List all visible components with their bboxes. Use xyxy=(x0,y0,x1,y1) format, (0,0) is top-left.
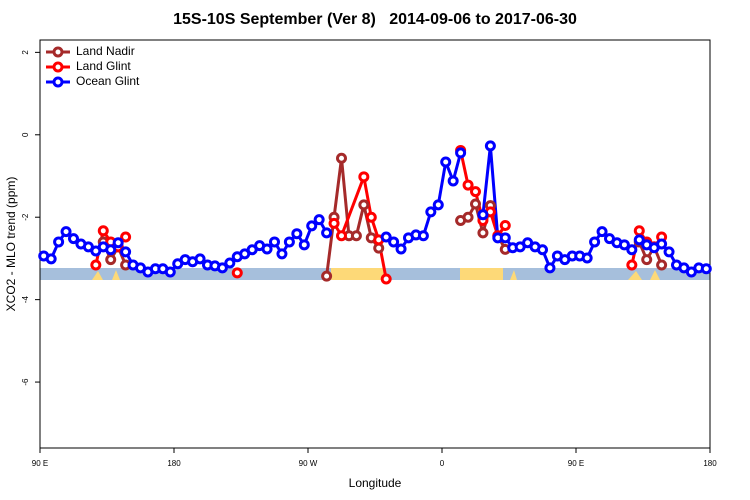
data-point xyxy=(581,252,593,264)
data-point xyxy=(589,236,601,248)
y-tick-label: -2 xyxy=(21,213,30,221)
data-point xyxy=(60,226,72,238)
data-point xyxy=(164,266,176,278)
data-point xyxy=(298,239,310,251)
data-point xyxy=(388,236,400,248)
legend-marker xyxy=(52,76,64,88)
x-tick-label: 180 xyxy=(703,459,717,468)
data-point xyxy=(596,226,608,238)
data-point xyxy=(477,227,489,239)
data-point xyxy=(321,270,333,282)
data-point xyxy=(380,231,392,243)
data-point xyxy=(224,257,236,269)
data-point xyxy=(618,239,630,251)
data-point xyxy=(470,198,481,210)
data-point xyxy=(544,262,556,274)
land-band xyxy=(92,270,120,280)
data-point xyxy=(432,199,444,211)
data-point xyxy=(358,199,370,211)
data-point xyxy=(105,254,117,266)
legend-marker xyxy=(52,46,64,58)
data-point xyxy=(626,244,638,256)
data-point xyxy=(313,214,325,226)
data-point xyxy=(336,230,347,242)
chart-title: 15S-10S September (Ver 8) 2014-09-06 to … xyxy=(173,11,577,28)
land-band xyxy=(510,270,517,280)
data-point xyxy=(380,273,392,285)
data-point xyxy=(425,206,437,218)
data-point xyxy=(499,232,511,244)
data-point xyxy=(663,246,675,258)
data-point xyxy=(291,228,303,240)
data-point xyxy=(484,140,496,152)
data-point xyxy=(120,246,132,258)
data-point xyxy=(336,152,347,164)
y-tick-label: 0 xyxy=(21,132,30,137)
surface-band xyxy=(40,268,710,280)
land-band xyxy=(331,268,385,280)
data-point xyxy=(395,243,407,255)
land-band xyxy=(460,268,503,280)
y-axis-label: XCO2 - MLO trend (ppm) xyxy=(4,177,18,312)
series-line xyxy=(43,145,707,274)
data-point xyxy=(112,237,124,249)
data-point xyxy=(440,156,452,168)
data-point xyxy=(53,236,65,248)
y-tick-label: -4 xyxy=(21,296,30,304)
data-point xyxy=(231,267,243,279)
x-tick-label: 180 xyxy=(167,459,181,468)
data-point xyxy=(90,259,102,271)
data-point xyxy=(462,179,474,191)
data-point xyxy=(455,147,467,159)
data-point xyxy=(194,253,206,265)
data-point xyxy=(105,244,117,256)
data-point xyxy=(656,238,668,250)
data-point xyxy=(68,233,79,245)
y-tick-label: -6 xyxy=(21,378,30,386)
data-point xyxy=(470,186,481,198)
data-point xyxy=(45,253,57,265)
data-point xyxy=(358,171,370,183)
data-point xyxy=(462,211,474,223)
data-point xyxy=(328,217,340,229)
x-tick-label: 0 xyxy=(440,459,445,468)
land-band xyxy=(628,270,660,280)
data-point xyxy=(447,175,459,187)
data-point xyxy=(276,248,288,260)
x-tick-label: 90 E xyxy=(32,459,48,468)
data-point xyxy=(350,230,362,242)
data-point xyxy=(477,209,489,221)
data-point xyxy=(641,254,653,266)
x-tick-label: 90 W xyxy=(299,459,318,468)
data-point xyxy=(633,234,645,246)
data-point xyxy=(120,231,132,243)
y-tick-label: 2 xyxy=(21,50,30,55)
data-point xyxy=(283,236,295,248)
data-point xyxy=(656,259,668,271)
data-point xyxy=(261,243,273,255)
data-point xyxy=(365,211,377,223)
data-point xyxy=(216,262,228,274)
legend-label: Land Glint xyxy=(76,59,131,73)
data-point xyxy=(417,230,429,242)
legend-label: Land Nadir xyxy=(76,44,135,58)
data-point xyxy=(626,259,638,271)
data-point xyxy=(321,227,333,239)
legend-label: Ocean Glint xyxy=(76,74,140,88)
data-point xyxy=(97,225,109,237)
plot-frame xyxy=(39,39,711,449)
data-point xyxy=(537,244,548,256)
x-axis-label: Longitude xyxy=(349,476,402,490)
data-point xyxy=(499,219,511,231)
legend-marker xyxy=(52,61,64,73)
data-point xyxy=(633,225,645,237)
x-tick-label: 90 E xyxy=(568,459,584,468)
data-point xyxy=(700,263,712,275)
data-point xyxy=(269,236,280,248)
data-point xyxy=(306,220,318,232)
